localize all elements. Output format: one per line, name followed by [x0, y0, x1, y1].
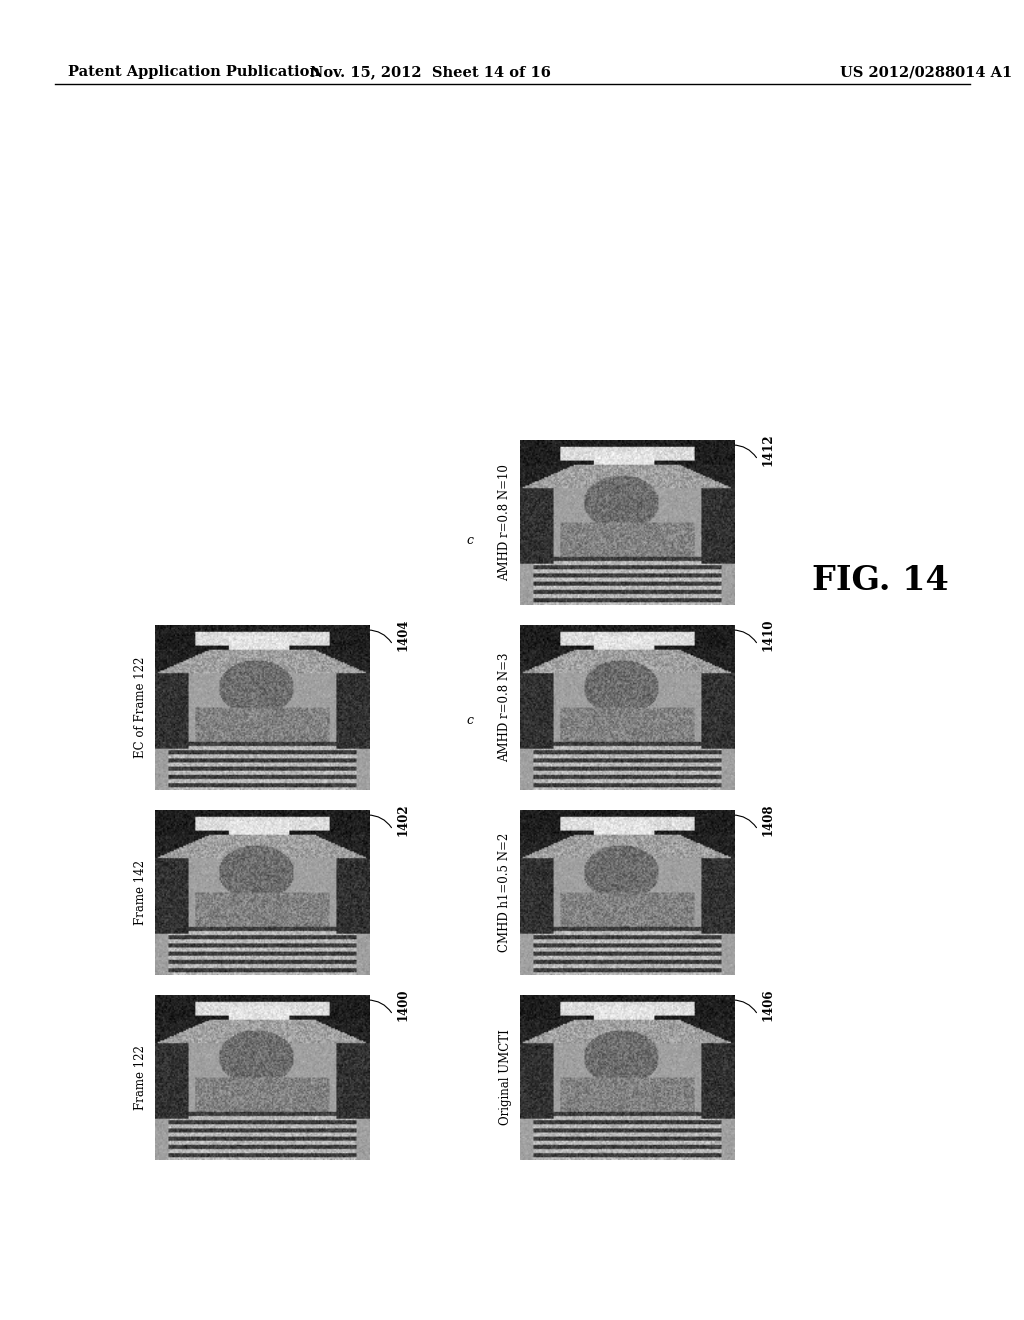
Text: 1400: 1400: [397, 989, 410, 1022]
Text: Original UMCTI: Original UMCTI: [499, 1030, 512, 1126]
Text: 1406: 1406: [762, 989, 775, 1022]
Text: Nov. 15, 2012  Sheet 14 of 16: Nov. 15, 2012 Sheet 14 of 16: [309, 65, 551, 79]
Text: AMHD r=0.8 N=3: AMHD r=0.8 N=3: [499, 653, 512, 762]
Text: AMHD r=0.8 N=10: AMHD r=0.8 N=10: [499, 465, 512, 581]
Text: CMHD h1=0.5 N=2: CMHD h1=0.5 N=2: [499, 833, 512, 952]
Text: 1402: 1402: [397, 804, 410, 837]
Text: Frame 142: Frame 142: [133, 861, 146, 925]
Text: EC of Frame 122: EC of Frame 122: [133, 657, 146, 758]
Text: 1404: 1404: [397, 619, 410, 651]
Text: c: c: [467, 714, 473, 726]
Text: c: c: [467, 533, 473, 546]
Text: US 2012/0288014 A1: US 2012/0288014 A1: [840, 65, 1013, 79]
Text: 1412: 1412: [762, 434, 775, 466]
Text: FIG. 14: FIG. 14: [812, 564, 948, 597]
Text: 1408: 1408: [762, 804, 775, 837]
Text: Patent Application Publication: Patent Application Publication: [68, 65, 319, 79]
Text: 1410: 1410: [762, 619, 775, 651]
Text: Frame 122: Frame 122: [133, 1045, 146, 1110]
